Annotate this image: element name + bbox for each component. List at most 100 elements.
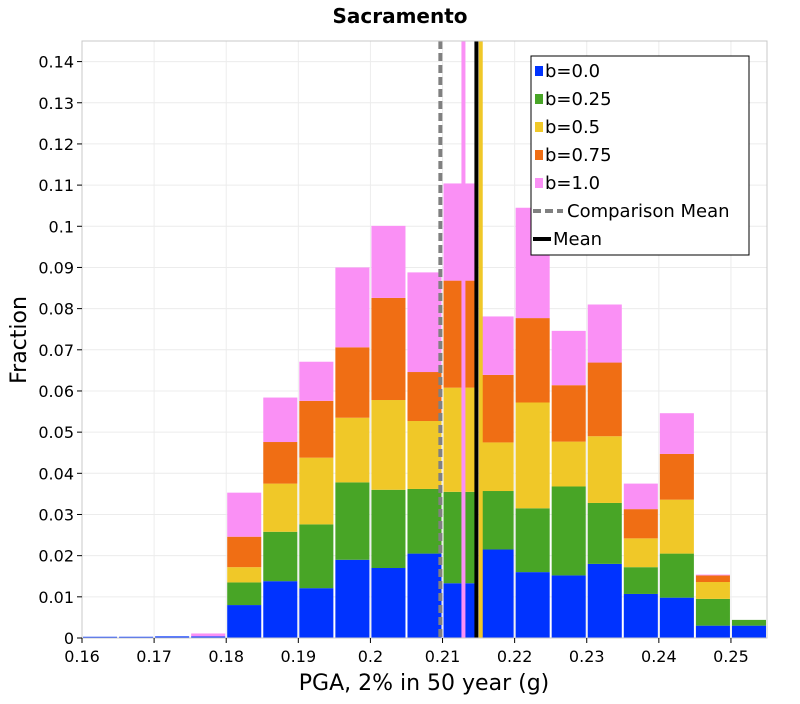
bar-segment-b-0-25 <box>551 486 586 576</box>
bar-segment-b-0-75 <box>227 536 262 568</box>
legend-label: b=0.75 <box>545 145 612 166</box>
y-tick-label: 0.07 <box>38 341 74 360</box>
bar-segment-b-0-25 <box>659 553 694 598</box>
plot-frame <box>81 40 768 639</box>
bar-segment-b-0-25 <box>263 531 298 582</box>
bar-segment-b-0-5 <box>371 400 406 490</box>
bar-segment-b-1-0 <box>371 225 406 298</box>
bar-segment-b-0-75 <box>371 297 406 401</box>
bar-segment-b-0-25 <box>587 502 622 564</box>
legend-swatch <box>535 150 543 160</box>
y-axis-ticks: 0 0.01 0.02 0.03 0.04 0.05 0.06 0.07 0.08 0.09 0.1… <box>38 53 82 648</box>
x-tick-label: 0.22 <box>497 647 533 666</box>
x-tick-label: 0.17 <box>136 647 172 666</box>
bar-segment-b-0-25 <box>695 598 730 626</box>
bar-segment-b-0-5 <box>623 538 658 568</box>
bar-segment-b-0-5 <box>551 441 586 487</box>
bar-segment-b-0-5 <box>299 457 334 525</box>
bar-segment-b-0-5 <box>443 387 478 492</box>
x-tick-label: 0.21 <box>425 647 461 666</box>
bar-segment-b-1-0 <box>551 330 586 386</box>
bar-segment-b-0-5 <box>263 483 298 532</box>
bar-segment-b-0-0 <box>551 575 586 638</box>
bar-segment-b-0-0 <box>515 572 550 638</box>
bar-segment-b-0-0 <box>443 583 478 638</box>
bar-segment-b-0-75 <box>515 318 550 403</box>
legend-swatch <box>535 178 543 188</box>
bar-segment-b-0-0 <box>119 636 154 638</box>
bar-segment-b-1-0 <box>587 304 622 363</box>
y-axis-title: Fraction <box>7 296 32 384</box>
bar-segment-b-0-75 <box>335 347 370 418</box>
bar-segment-b-0-75 <box>407 372 442 422</box>
y-tick-label: 0.14 <box>38 53 74 72</box>
bar-segment-b-0-75 <box>551 385 586 442</box>
bar-segment-b-0-25 <box>479 491 514 550</box>
x-tick-label: 0.2 <box>358 647 383 666</box>
bar-segment-b-0-5 <box>407 421 442 489</box>
bar-segment-b-0-75 <box>587 362 622 437</box>
x-tick-label: 0.24 <box>641 647 677 666</box>
bar-segment-b-0-0 <box>407 553 442 638</box>
bar-segment-b-0-75 <box>263 442 298 484</box>
legend-swatch <box>535 66 543 76</box>
chart-title: Sacramento <box>332 4 467 28</box>
bar-segment-b-1-0 <box>335 267 370 348</box>
bar-segment-b-0-0 <box>659 597 694 638</box>
bar-segment-b-0-5 <box>335 417 370 483</box>
bar-segment-b-0-25 <box>731 619 766 626</box>
legend-label: Mean <box>553 229 602 250</box>
x-tick-label: 0.25 <box>713 647 749 666</box>
x-tick-label: 0.16 <box>64 647 100 666</box>
bar-segment-b-0-0 <box>83 636 118 638</box>
legend-swatch <box>535 94 543 104</box>
bar-segment-b-1-0 <box>407 272 442 373</box>
bar-segment-b-0-5 <box>515 402 550 509</box>
bar-segment-b-0-0 <box>587 563 622 638</box>
bar-segment-b-0-0 <box>191 636 226 638</box>
x-tick-label: 0.23 <box>569 647 605 666</box>
y-tick-label: 0.05 <box>38 423 74 442</box>
bar-segment-b-1-0 <box>299 361 334 401</box>
bar-segment-b-0-75 <box>443 280 478 388</box>
bar-segment-b-1-0 <box>263 397 298 443</box>
bar-segment-b-0-75 <box>623 509 658 539</box>
bar-segment-b-0-0 <box>731 625 766 638</box>
y-tick-label: 0.03 <box>38 505 74 524</box>
bar-segment-b-0-5 <box>695 582 730 599</box>
bar-segment-b-0-5 <box>479 442 514 492</box>
bar-segment-b-0-0 <box>623 593 658 638</box>
bar-segment-b-0-25 <box>335 482 370 560</box>
y-tick-label: 0 <box>64 629 74 648</box>
bar-segment-b-1-0 <box>191 633 226 637</box>
bar-segment-b-1-0 <box>443 183 478 281</box>
y-tick-label: 0.01 <box>38 588 74 607</box>
bar-segment-b-0-0 <box>299 588 334 638</box>
legend-label: b=0.0 <box>545 61 600 82</box>
bar-segment-b-0-75 <box>659 453 694 500</box>
legend: b=0.0 b=0.25 b=0.5 b=0.75 b=1.0 Comparison Me… <box>530 55 750 256</box>
x-tick-label: 0.18 <box>208 647 244 666</box>
y-tick-label: 0.08 <box>38 300 74 319</box>
bar-segment-b-0-0 <box>695 625 730 638</box>
y-tick-label: 0.09 <box>38 258 74 277</box>
bar-segment-b-0-0 <box>263 581 298 638</box>
bar-segment-b-0-25 <box>227 582 262 606</box>
bar-segment-b-0-25 <box>407 488 442 554</box>
bar-segment-b-0-5 <box>587 436 622 503</box>
bar-segment-b-1-0 <box>659 413 694 454</box>
bar-segment-b-0-0 <box>227 605 262 638</box>
bar-segment-b-0-25 <box>299 524 334 589</box>
y-tick-label: 0.12 <box>38 135 74 154</box>
legend-box <box>530 55 750 256</box>
y-tick-label: 0.1 <box>49 217 74 236</box>
y-tick-label: 0.11 <box>38 176 74 195</box>
bar-segment-b-0-0 <box>335 559 370 638</box>
bar-segment-b-1-0 <box>695 574 730 576</box>
reference-lines <box>438 41 483 638</box>
legend-label: Comparison Mean <box>567 201 730 222</box>
bar-stacks <box>83 183 766 638</box>
bar-segment-b-0-0 <box>371 568 406 638</box>
bar-segment-b-0-25 <box>515 508 550 573</box>
